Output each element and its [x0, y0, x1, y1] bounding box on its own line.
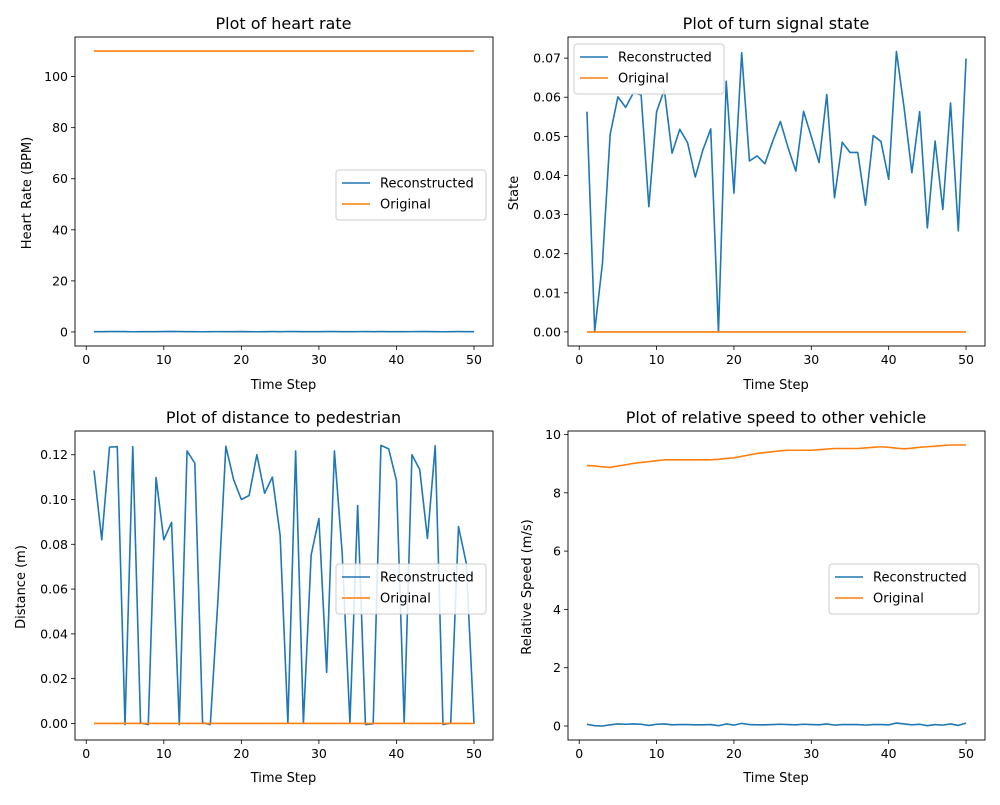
legend: Reconstructed Original: [336, 170, 486, 220]
x-tick-label: 50: [466, 746, 482, 761]
x-tick-label: 40: [881, 746, 897, 761]
y-tick-label: 40: [52, 222, 68, 237]
x-tick-label: 50: [958, 746, 974, 761]
y-axis-label: State: [507, 176, 522, 210]
y-tick-label: 2: [553, 660, 561, 675]
x-tick-label: 20: [233, 746, 249, 761]
x-tick-label: 20: [233, 352, 249, 367]
chart-title: Plot of distance to pedestrian: [166, 408, 401, 427]
y-tick-label: 4: [553, 602, 561, 617]
chart-title: Plot of relative speed to other vehicle: [626, 408, 926, 427]
chart-title: Plot of turn signal state: [683, 14, 870, 33]
y-tick-label: 0.00: [533, 324, 561, 339]
y-axis-label: Relative Speed (m/s): [520, 519, 535, 654]
x-tick-label: 10: [156, 746, 172, 761]
y-tick-label: 0.03: [533, 207, 561, 222]
y-tick-label: 8: [553, 485, 561, 500]
x-tick-label: 30: [311, 746, 327, 761]
x-tick-label: 40: [881, 352, 897, 367]
y-tick-label: 0.10: [40, 492, 68, 507]
x-axis-label: Time Step: [250, 378, 317, 393]
legend-label: Original: [380, 592, 431, 607]
legend: Reconstructed Original: [829, 564, 979, 614]
y-tick-label: 0.06: [533, 90, 561, 105]
x-tick-label: 20: [726, 746, 742, 761]
y-tick-label: 0.05: [533, 129, 561, 144]
y-tick-label: 0: [60, 324, 68, 339]
x-tick-label: 30: [803, 746, 819, 761]
x-tick-label: 0: [575, 746, 583, 761]
x-tick-label: 40: [388, 352, 404, 367]
x-tick-label: 50: [466, 352, 482, 367]
x-tick-label: 0: [82, 352, 90, 367]
y-tick-label: 0.04: [533, 168, 561, 183]
x-tick-label: 30: [311, 352, 327, 367]
x-tick-label: 10: [156, 352, 172, 367]
y-tick-label: 60: [52, 171, 68, 186]
y-tick-label: 0.06: [40, 582, 68, 597]
chart-title: Plot of heart rate: [216, 14, 352, 33]
x-tick-label: 10: [649, 352, 665, 367]
legend-label: Reconstructed: [380, 571, 474, 586]
x-tick-label: 40: [388, 746, 404, 761]
y-tick-label: 10: [545, 427, 561, 442]
legend-label: Original: [380, 198, 431, 213]
legend-label: Reconstructed: [618, 51, 712, 66]
y-tick-label: 0.04: [40, 626, 68, 641]
y-tick-label: 80: [52, 120, 68, 135]
y-tick-label: 0.01: [533, 285, 561, 300]
legend: Reconstructed Original: [336, 564, 486, 614]
legend-label: Original: [873, 592, 924, 607]
legend-label: Reconstructed: [873, 571, 967, 586]
x-tick-label: 0: [575, 352, 583, 367]
legend: Reconstructed Original: [574, 44, 724, 94]
x-tick-label: 30: [803, 352, 819, 367]
x-tick-label: 10: [649, 746, 665, 761]
legend-label: Reconstructed: [380, 177, 474, 192]
y-tick-label: 0: [553, 719, 561, 734]
y-tick-label: 6: [553, 544, 561, 559]
x-tick-label: 50: [958, 352, 974, 367]
x-tick-label: 0: [82, 746, 90, 761]
x-axis-label: Time Step: [250, 771, 317, 786]
y-axis-label: Heart Rate (BPM): [20, 137, 35, 249]
x-axis-label: Time Step: [742, 378, 809, 393]
y-tick-label: 100: [44, 69, 68, 84]
x-axis-label: Time Step: [742, 771, 809, 786]
y-tick-label: 0.08: [40, 537, 68, 552]
y-axis-label: Distance (m): [14, 545, 29, 629]
x-tick-label: 20: [726, 352, 742, 367]
y-tick-label: 0.02: [533, 246, 561, 261]
y-tick-label: 0.02: [40, 671, 68, 686]
y-tick-label: 0.12: [40, 447, 68, 462]
y-tick-label: 0.00: [40, 716, 68, 731]
y-tick-label: 20: [52, 273, 68, 288]
y-tick-label: 0.07: [533, 51, 561, 66]
legend-label: Original: [618, 72, 669, 87]
